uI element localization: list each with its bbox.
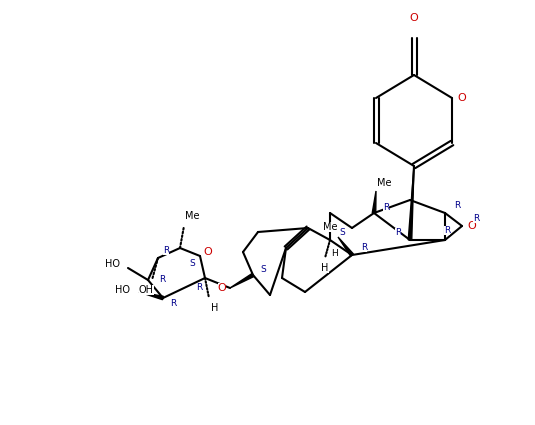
Text: H: H: [331, 249, 338, 258]
Text: H: H: [322, 263, 328, 273]
Polygon shape: [372, 191, 376, 213]
Text: R: R: [196, 283, 202, 292]
Text: R: R: [444, 226, 450, 235]
Text: HO: HO: [104, 259, 119, 269]
Text: HO: HO: [116, 285, 131, 295]
Text: O: O: [410, 13, 418, 23]
Text: R: R: [473, 213, 479, 223]
Polygon shape: [230, 273, 254, 288]
Text: O: O: [204, 247, 212, 257]
Text: R: R: [361, 243, 367, 252]
Text: O: O: [218, 283, 226, 293]
Text: R: R: [383, 202, 389, 212]
Polygon shape: [408, 166, 414, 240]
Text: OH: OH: [139, 285, 154, 295]
Text: R: R: [454, 201, 460, 210]
Text: O: O: [457, 93, 467, 103]
Text: O: O: [468, 221, 476, 231]
Text: S: S: [189, 260, 195, 269]
Text: R: R: [163, 246, 169, 255]
Text: Me: Me: [323, 222, 337, 232]
Polygon shape: [139, 292, 163, 300]
Text: R: R: [159, 275, 165, 284]
Text: R: R: [395, 227, 401, 236]
Text: S: S: [260, 264, 266, 274]
Text: Me: Me: [185, 211, 199, 221]
Polygon shape: [338, 237, 354, 256]
Text: H: H: [211, 303, 219, 313]
Text: R: R: [170, 300, 176, 309]
Text: S: S: [339, 227, 345, 236]
Text: Me: Me: [377, 178, 391, 188]
